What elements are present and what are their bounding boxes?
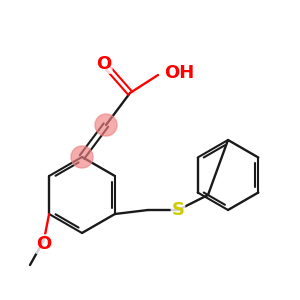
- Text: OH: OH: [164, 64, 194, 82]
- Circle shape: [95, 114, 117, 136]
- Text: S: S: [172, 201, 184, 219]
- Text: O: O: [96, 55, 112, 73]
- Text: O: O: [36, 235, 52, 253]
- Circle shape: [71, 146, 93, 168]
